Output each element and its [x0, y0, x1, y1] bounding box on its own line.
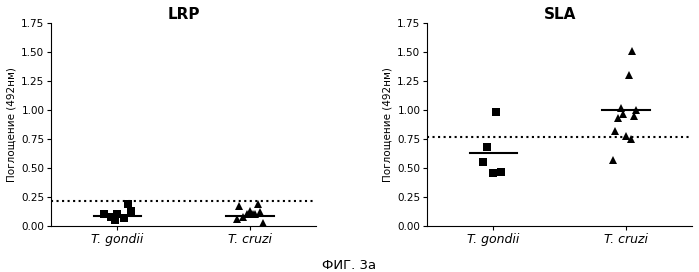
Y-axis label: Поглощение (492нм): Поглощение (492нм) [383, 67, 393, 182]
Y-axis label: Поглощение (492нм): Поглощение (492нм) [7, 67, 17, 182]
Text: ФИГ. 3а: ФИГ. 3а [322, 259, 377, 272]
Title: SLA: SLA [544, 7, 576, 22]
Title: LRP: LRP [168, 7, 200, 22]
